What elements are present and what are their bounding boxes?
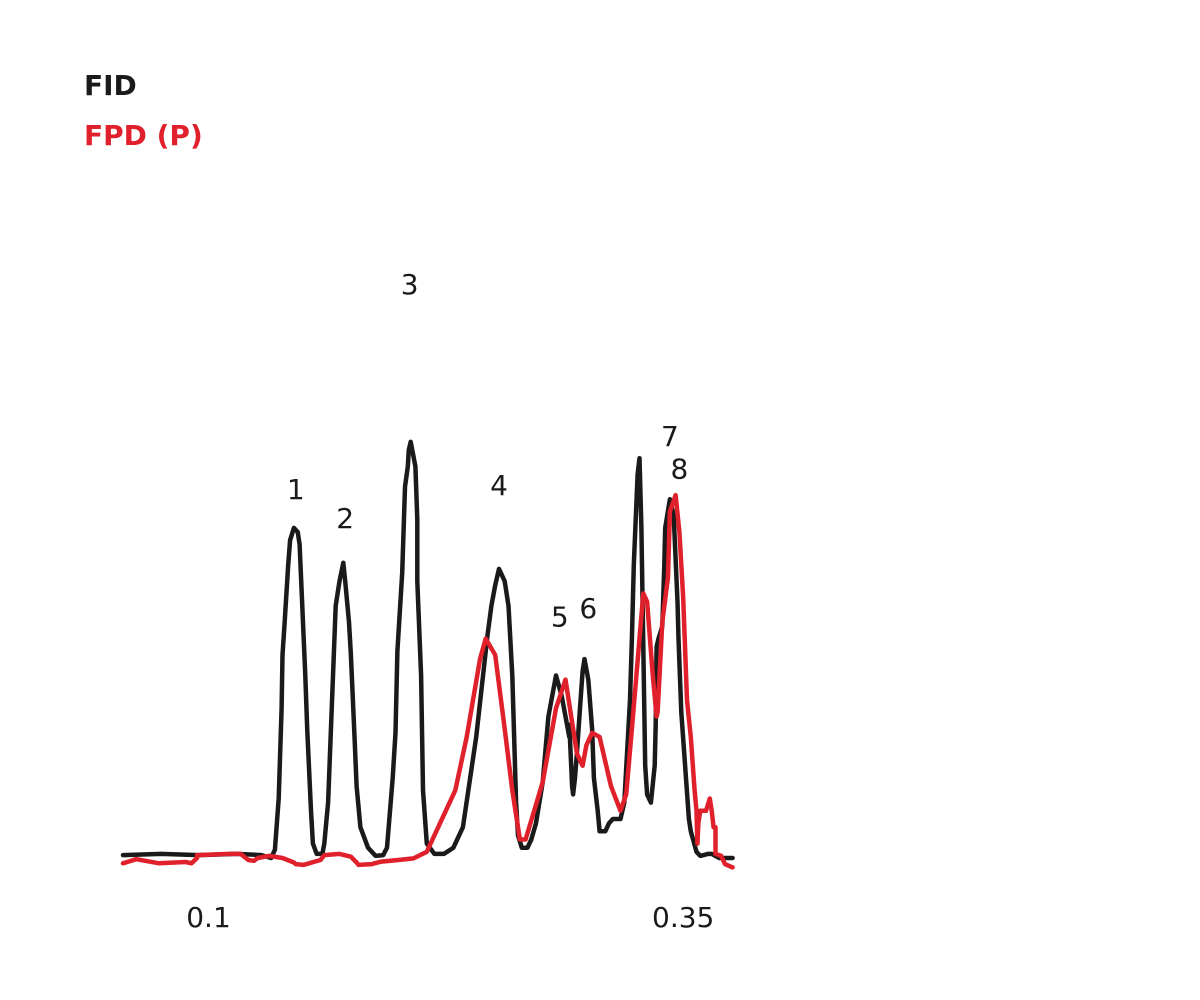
series-line-fid — [120, 439, 735, 861]
x-tick-label: 0.1 — [186, 901, 231, 934]
x-axis-ticks: 0.1 0.35 — [186, 901, 714, 934]
peak-label-7: 7 — [661, 420, 679, 453]
peak-label-4: 4 — [490, 469, 508, 502]
peak-label-6: 6 — [579, 592, 597, 625]
peak-label-2: 2 — [336, 502, 354, 535]
legend-fpd-label: FPD (P) — [84, 119, 203, 152]
legend-fid-label: FID — [84, 69, 137, 102]
traces — [120, 439, 735, 870]
peak-label-8: 8 — [670, 453, 688, 486]
peak-label-1: 1 — [287, 473, 305, 506]
peak-label-5: 5 — [551, 600, 569, 633]
peak-label-3: 3 — [401, 268, 419, 301]
series-line-fpd — [120, 492, 735, 870]
x-tick-label: 0.35 — [652, 901, 714, 934]
